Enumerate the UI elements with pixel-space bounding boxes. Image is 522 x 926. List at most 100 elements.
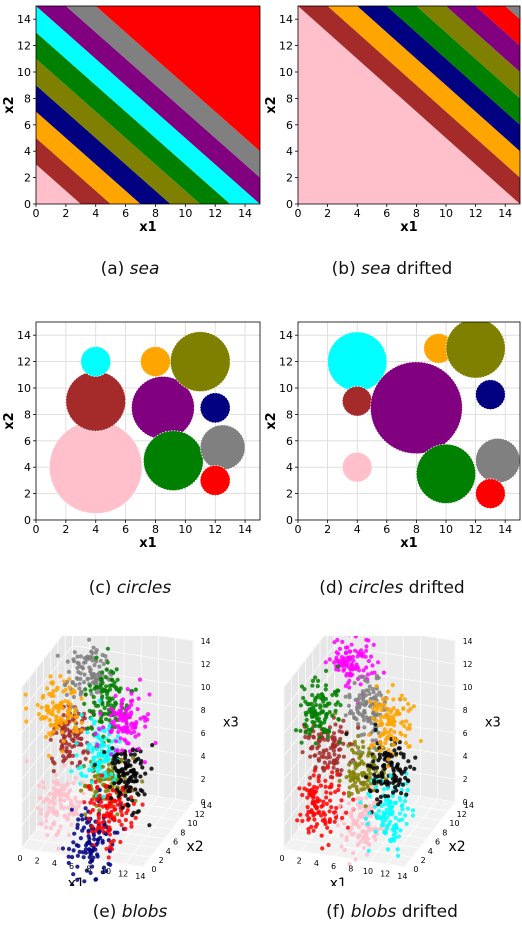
point-cyan — [104, 754, 110, 759]
point-pink — [55, 831, 61, 836]
point-pink — [67, 833, 72, 838]
point-brown — [310, 744, 315, 749]
point-brown — [341, 741, 346, 746]
point-pink — [344, 835, 349, 840]
point-pink — [351, 850, 356, 856]
y-tick-label: 14 — [279, 329, 293, 342]
point-gray — [101, 661, 106, 667]
y-tick-label: 4 — [24, 145, 31, 158]
point-red — [105, 811, 110, 816]
x-tick-label: 2 — [324, 523, 331, 536]
point-red — [100, 826, 105, 831]
axes-frame — [35, 5, 261, 205]
point-green — [88, 688, 93, 693]
x-axis-label: x1 — [139, 536, 156, 551]
point-red — [123, 826, 128, 831]
circle-navy — [475, 379, 506, 410]
x1-tick-label: 4 — [314, 859, 319, 868]
point-orange — [388, 714, 393, 720]
point-orange — [60, 749, 65, 754]
band-red — [95, 6, 260, 152]
x3-tick-label: 12 — [201, 660, 211, 669]
point-magenta — [135, 707, 140, 712]
point-green — [105, 703, 110, 708]
point-magenta — [143, 715, 148, 720]
point-pink — [37, 783, 42, 788]
point-brown — [332, 744, 337, 749]
point-red — [326, 842, 331, 848]
point-black — [391, 768, 396, 773]
x1-tick-label: 6 — [331, 862, 336, 871]
point-magenta — [376, 660, 381, 665]
point-olive — [359, 759, 364, 764]
point-orange — [407, 744, 412, 749]
point-cyan — [367, 811, 372, 816]
y-axis-label: x2 — [264, 412, 279, 429]
point-orange — [46, 753, 52, 758]
x-tick-label: 6 — [383, 207, 390, 220]
point-brown — [332, 739, 337, 744]
point-magenta — [121, 716, 126, 721]
point-black — [131, 767, 136, 772]
point-brown — [70, 717, 75, 722]
point-brown — [327, 760, 332, 765]
point-red — [333, 815, 339, 820]
point-red — [323, 778, 328, 783]
point-red — [115, 802, 120, 807]
point-black — [125, 802, 130, 807]
point-gray — [343, 713, 348, 718]
point-red — [92, 801, 97, 806]
point-magenta — [323, 660, 328, 665]
point-cyan — [86, 742, 91, 747]
point-cyan — [74, 741, 79, 746]
point-magenta — [344, 650, 349, 655]
point-black — [375, 788, 380, 794]
point-red — [118, 800, 124, 805]
x3-tick-label: 4 — [201, 752, 206, 761]
point-magenta — [113, 748, 119, 753]
point-brown — [331, 765, 336, 770]
y-tick-label: 6 — [24, 435, 31, 448]
point-navy — [91, 855, 96, 860]
point-gray — [91, 681, 97, 686]
point-orange — [56, 709, 61, 714]
x2-tick-label: 6 — [435, 838, 440, 847]
point-magenta — [371, 642, 376, 647]
point-navy — [108, 862, 113, 867]
point-green — [313, 723, 318, 728]
point-black — [131, 810, 136, 815]
point-cyan — [363, 816, 368, 821]
x2-axis-label: x2 — [448, 839, 465, 855]
point-magenta — [343, 683, 348, 689]
point-pink — [71, 780, 76, 786]
point-green — [322, 703, 327, 708]
x1-tick-label: 8 — [86, 864, 91, 873]
point-black — [397, 780, 402, 785]
point-pink — [364, 795, 369, 800]
x3-tick-label: 14 — [201, 637, 211, 646]
x3-tick-label: 0 — [201, 798, 206, 807]
y-tick-label: 14 — [17, 329, 31, 342]
point-pink — [66, 805, 71, 810]
point-gray — [76, 669, 81, 675]
y-tick-label: 12 — [17, 40, 31, 53]
point-orange — [371, 706, 376, 711]
y-tick-label: 10 — [17, 66, 31, 79]
point-red — [129, 795, 134, 800]
point-red — [86, 784, 91, 789]
point-green — [83, 692, 88, 697]
y-tick-label: 8 — [286, 92, 293, 105]
point-red — [324, 790, 329, 795]
caption-f-label: (f) — [326, 902, 346, 922]
point-cyan — [366, 848, 371, 853]
point-black — [406, 759, 411, 764]
x3-tick-label: 12 — [463, 660, 473, 669]
point-pink — [353, 857, 358, 862]
point-red — [119, 809, 124, 814]
point-green — [324, 711, 329, 717]
point-brown — [322, 737, 327, 742]
point-orange — [60, 730, 65, 735]
point-pink — [361, 845, 366, 851]
point-orange — [49, 712, 55, 717]
x1-tick-label: 8 — [348, 864, 353, 873]
